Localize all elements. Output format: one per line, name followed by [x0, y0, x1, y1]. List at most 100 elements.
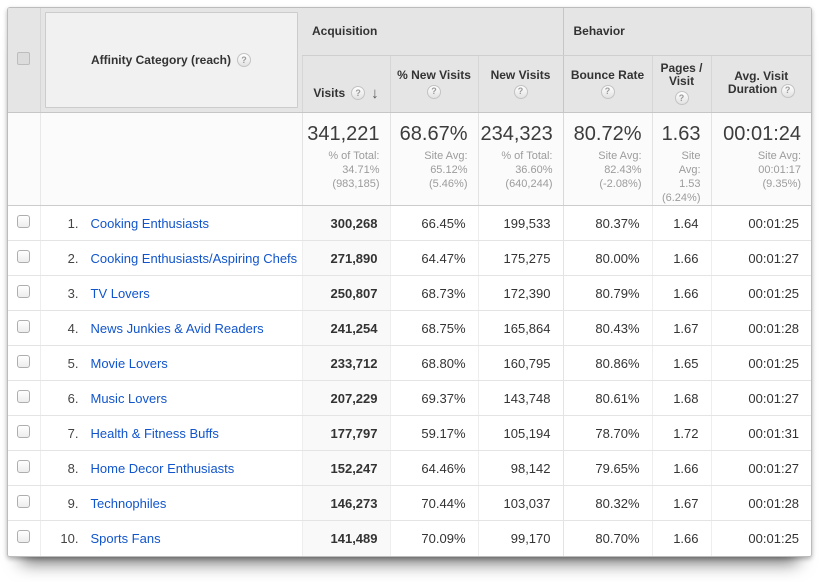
row-metric-cell: 68.73% — [389, 275, 478, 311]
row-category-cell: 8. Home Decor Enthusiasts — [39, 450, 302, 486]
row-metric-cell: 70.44% — [389, 485, 478, 521]
summary-metric-comparison: Site Avg: 00:01:17 (9.35%) — [757, 150, 802, 190]
row-metric-cell: 68.75% — [389, 310, 478, 346]
category-link[interactable]: Technophiles — [90, 495, 167, 511]
column-header-pct-new-visits[interactable]: % New Visits ? — [389, 55, 478, 114]
category-help-icon[interactable]: ? — [237, 53, 252, 67]
row-metric-cell: 141,489 — [301, 520, 390, 556]
column-header-bounce-rate[interactable]: Bounce Rate ? — [562, 55, 652, 114]
group-behavior: Behavior — [562, 8, 811, 56]
summary-metric-value: 1.63 — [661, 123, 701, 145]
row-metric-cell: 1.64 — [651, 205, 711, 241]
column-header-visits[interactable]: Visits ? ↓ — [301, 55, 390, 114]
row-metric-cell: 00:01:31 — [710, 415, 811, 451]
row-metric-cell: 233,712 — [301, 345, 390, 381]
table-row: 7. Health & Fitness Buffs 177,797 59.17% 1… — [8, 415, 811, 451]
row-metric-cell: 00:01:25 — [710, 345, 811, 381]
row-checkbox[interactable] — [17, 355, 31, 368]
select-all-checkbox[interactable] — [17, 52, 31, 65]
table-row: 8. Home Decor Enthusiasts 152,247 64.46% 9… — [8, 450, 811, 486]
row-checkbox[interactable] — [17, 320, 31, 333]
category-link[interactable]: Home Decor Enthusiasts — [90, 460, 235, 476]
row-metric-cell: 1.67 — [651, 485, 711, 521]
row-checkbox[interactable] — [17, 215, 31, 228]
row-index: 6. — [67, 390, 79, 406]
row-metric-cell: 80.70% — [562, 520, 652, 556]
summary-metric-cell: 68.67% Site Avg: 65.12% (5.46%) — [389, 112, 478, 206]
avg-visit-duration-help-icon[interactable]: ? — [780, 83, 795, 98]
row-metric-cell: 1.66 — [651, 450, 711, 486]
row-metric-cell: 00:01:25 — [710, 275, 811, 311]
row-metric-cell: 98,142 — [477, 450, 563, 486]
category-link[interactable]: Music Lovers — [90, 390, 168, 406]
new-visits-help-icon[interactable]: ? — [513, 84, 528, 99]
pages-visit-help-icon[interactable]: ? — [674, 91, 689, 106]
row-metric-cell: 103,037 — [477, 485, 563, 521]
row-metric-cell: 64.47% — [389, 240, 478, 276]
row-metric-cell: 207,229 — [301, 380, 390, 416]
row-metric-cell: 1.72 — [651, 415, 711, 451]
row-checkbox[interactable] — [17, 285, 31, 298]
row-metric-cell: 80.61% — [562, 380, 652, 416]
table-row: 2. Cooking Enthusiasts/Aspiring Chefs 27… — [8, 240, 811, 276]
category-link[interactable]: Cooking Enthusiasts — [90, 215, 210, 231]
summary-metric-value: 80.72% — [573, 123, 642, 145]
row-metric-cell: 00:01:27 — [710, 380, 811, 416]
summary-metric-cell: 341,221 % of Total: 34.71% (983,185) — [301, 112, 390, 206]
category-link[interactable]: Health & Fitness Buffs — [90, 425, 219, 441]
pct-new-visits-help-icon[interactable]: ? — [427, 84, 441, 99]
category-link[interactable]: Sports Fans — [90, 530, 161, 546]
category-link[interactable]: News Junkies & Avid Readers — [90, 320, 264, 336]
summary-metric-comparison: Site Avg: 65.12% (5.46%) — [424, 150, 468, 190]
summary-metric-value: 234,323 — [480, 123, 553, 145]
summary-metric-comparison: Site Avg: 82.43% (-2.08%) — [598, 150, 642, 190]
row-metric-cell: 1.65 — [651, 345, 711, 381]
bounce-rate-help-icon[interactable]: ? — [600, 84, 615, 99]
row-metric-cell: 99,170 — [477, 520, 563, 556]
row-metric-cell: 70.09% — [389, 520, 478, 556]
row-index: 2. — [67, 250, 79, 266]
row-checkbox[interactable] — [17, 250, 31, 263]
avg-visit-duration-label: Avg. Visit Duration ? — [714, 70, 810, 98]
row-checkbox[interactable] — [17, 425, 31, 438]
category-header-inner[interactable]: Affinity Category (reach) ? — [44, 12, 298, 108]
row-checkbox-cell — [8, 345, 40, 381]
row-index: 9. — [67, 495, 79, 511]
summary-metric-value: 341,221 — [307, 123, 380, 145]
column-header-new-visits[interactable]: New Visits ? — [477, 55, 563, 114]
summary-metric-cell: 80.72% Site Avg: 82.43% (-2.08%) — [562, 112, 652, 206]
summary-metric-value: 00:01:24 — [723, 123, 802, 145]
sort-descending-icon[interactable]: ↓ — [371, 84, 379, 102]
summary-row: 341,221 % of Total: 34.71% (983,185) 68.67… — [8, 112, 811, 206]
category-link[interactable]: Movie Lovers — [90, 355, 168, 371]
summary-metric-cell: 234,323 % of Total: 36.60% (640,244) — [477, 112, 563, 206]
row-metric-cell: 146,273 — [301, 485, 390, 521]
row-metric-cell: 00:01:25 — [710, 205, 811, 241]
column-header-pages-visit[interactable]: Pages / Visit ? — [651, 55, 711, 114]
row-category-cell: 4. News Junkies & Avid Readers — [39, 310, 302, 346]
category-link[interactable]: Cooking Enthusiasts/Aspiring Chefs — [90, 250, 298, 266]
row-checkbox[interactable] — [17, 495, 31, 508]
row-category-cell: 9. Technophiles — [39, 485, 302, 521]
row-category-cell: 2. Cooking Enthusiasts/Aspiring Chefs — [39, 240, 302, 276]
category-header-cell[interactable]: Affinity Category (reach) ? — [39, 8, 302, 113]
row-checkbox[interactable] — [17, 390, 31, 403]
column-header-avg-visit-duration[interactable]: Avg. Visit Duration ? — [710, 55, 811, 114]
row-metric-cell: 105,194 — [477, 415, 563, 451]
category-link[interactable]: TV Lovers — [90, 285, 150, 301]
row-metric-cell: 160,795 — [477, 345, 563, 381]
row-checkbox-cell — [8, 275, 40, 311]
row-metric-cell: 143,748 — [477, 380, 563, 416]
table-row: 9. Technophiles 146,273 70.44% 103,037 80.3… — [8, 485, 811, 521]
visits-help-icon[interactable]: ? — [351, 85, 366, 100]
table-row: 1. Cooking Enthusiasts 300,268 66.45% 199,… — [8, 205, 811, 241]
row-metric-cell: 00:01:28 — [710, 485, 811, 521]
row-checkbox[interactable] — [17, 460, 31, 473]
row-metric-cell: 152,247 — [301, 450, 390, 486]
row-metric-cell: 66.45% — [389, 205, 478, 241]
row-index: 1. — [67, 215, 79, 231]
row-metric-cell: 80.79% — [562, 275, 652, 311]
row-index: 10. — [60, 530, 79, 546]
row-category-cell: 1. Cooking Enthusiasts — [39, 205, 302, 241]
row-checkbox[interactable] — [17, 530, 31, 544]
